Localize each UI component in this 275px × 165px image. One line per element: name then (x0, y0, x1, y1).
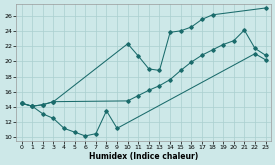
X-axis label: Humidex (Indice chaleur): Humidex (Indice chaleur) (89, 152, 198, 161)
